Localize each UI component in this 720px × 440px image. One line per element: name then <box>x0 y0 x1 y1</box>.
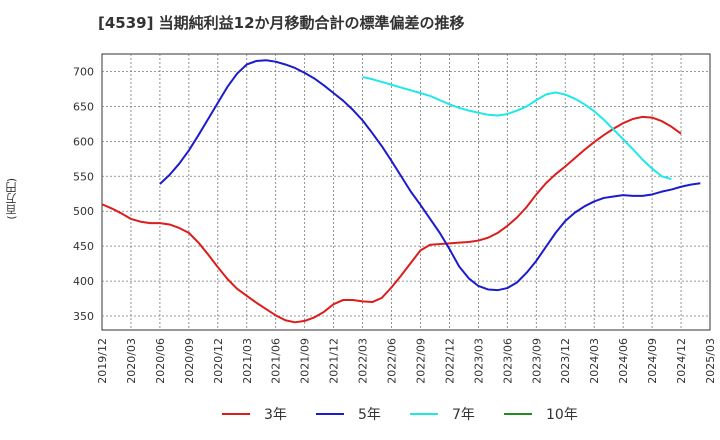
legend-label-4: 10年 <box>546 407 578 423</box>
legend-label-2: 5年 <box>358 407 381 423</box>
y-tick-label: 400 <box>73 275 94 288</box>
x-tick-label: 2022/06 <box>386 338 399 384</box>
y-tick-label: 550 <box>73 170 94 183</box>
x-tick-label: 2023/12 <box>559 338 572 384</box>
x-tick-label: 2021/06 <box>270 338 283 384</box>
x-tick-label: 2024/06 <box>617 338 630 384</box>
series-layer <box>101 59 701 324</box>
x-tick-label: 2022/12 <box>443 338 456 384</box>
plot-area <box>101 53 711 331</box>
x-tick-label: 2023/03 <box>472 338 485 384</box>
x-tick-label: 2020/09 <box>183 338 196 384</box>
axis-layer: 350 400 450 500 550 600 650 700 2019/12 2020/03 20… <box>73 65 717 383</box>
y-tick-label: 600 <box>73 135 94 148</box>
x-tick-label: 2021/09 <box>299 338 312 384</box>
y-tick-label: 650 <box>73 100 94 113</box>
series-line-1 <box>101 115 682 324</box>
grid-layer <box>102 54 710 330</box>
x-tick-label: 2020/06 <box>154 338 167 384</box>
x-tick-label: 2020/03 <box>125 338 138 384</box>
y-tick-label: 350 <box>73 310 94 323</box>
x-tick-label: 2019/12 <box>96 338 109 384</box>
x-tick-label: 2024/09 <box>646 338 659 384</box>
x-tick-label: 2020/12 <box>212 338 225 384</box>
x-tick-label: 2021/03 <box>241 338 254 384</box>
x-tick-label: 2024/12 <box>675 338 688 384</box>
series-line-2 <box>159 59 701 292</box>
x-tick-label: 2021/12 <box>328 338 341 384</box>
x-tick-label: 2022/03 <box>357 338 370 384</box>
x-tick-label: 2024/03 <box>588 338 601 384</box>
legend-label-3: 7年 <box>452 407 475 423</box>
series-line-3 <box>362 76 672 181</box>
x-tick-label: 2025/03 <box>704 338 717 384</box>
x-tick-label: 2023/06 <box>501 338 514 384</box>
legend: 3年 5年 7年 10年 <box>222 407 578 423</box>
x-tick-label: 2023/09 <box>530 338 543 384</box>
y-tick-label: 700 <box>73 65 94 78</box>
legend-label-1: 3年 <box>264 407 287 423</box>
y-tick-label: 450 <box>73 240 94 253</box>
x-tick-label: 2022/09 <box>414 338 427 384</box>
chart-title: [4539] 当期純利益12か月移動合計の標準偏差の推移 <box>98 14 465 32</box>
y-tick-label: 500 <box>73 205 94 218</box>
